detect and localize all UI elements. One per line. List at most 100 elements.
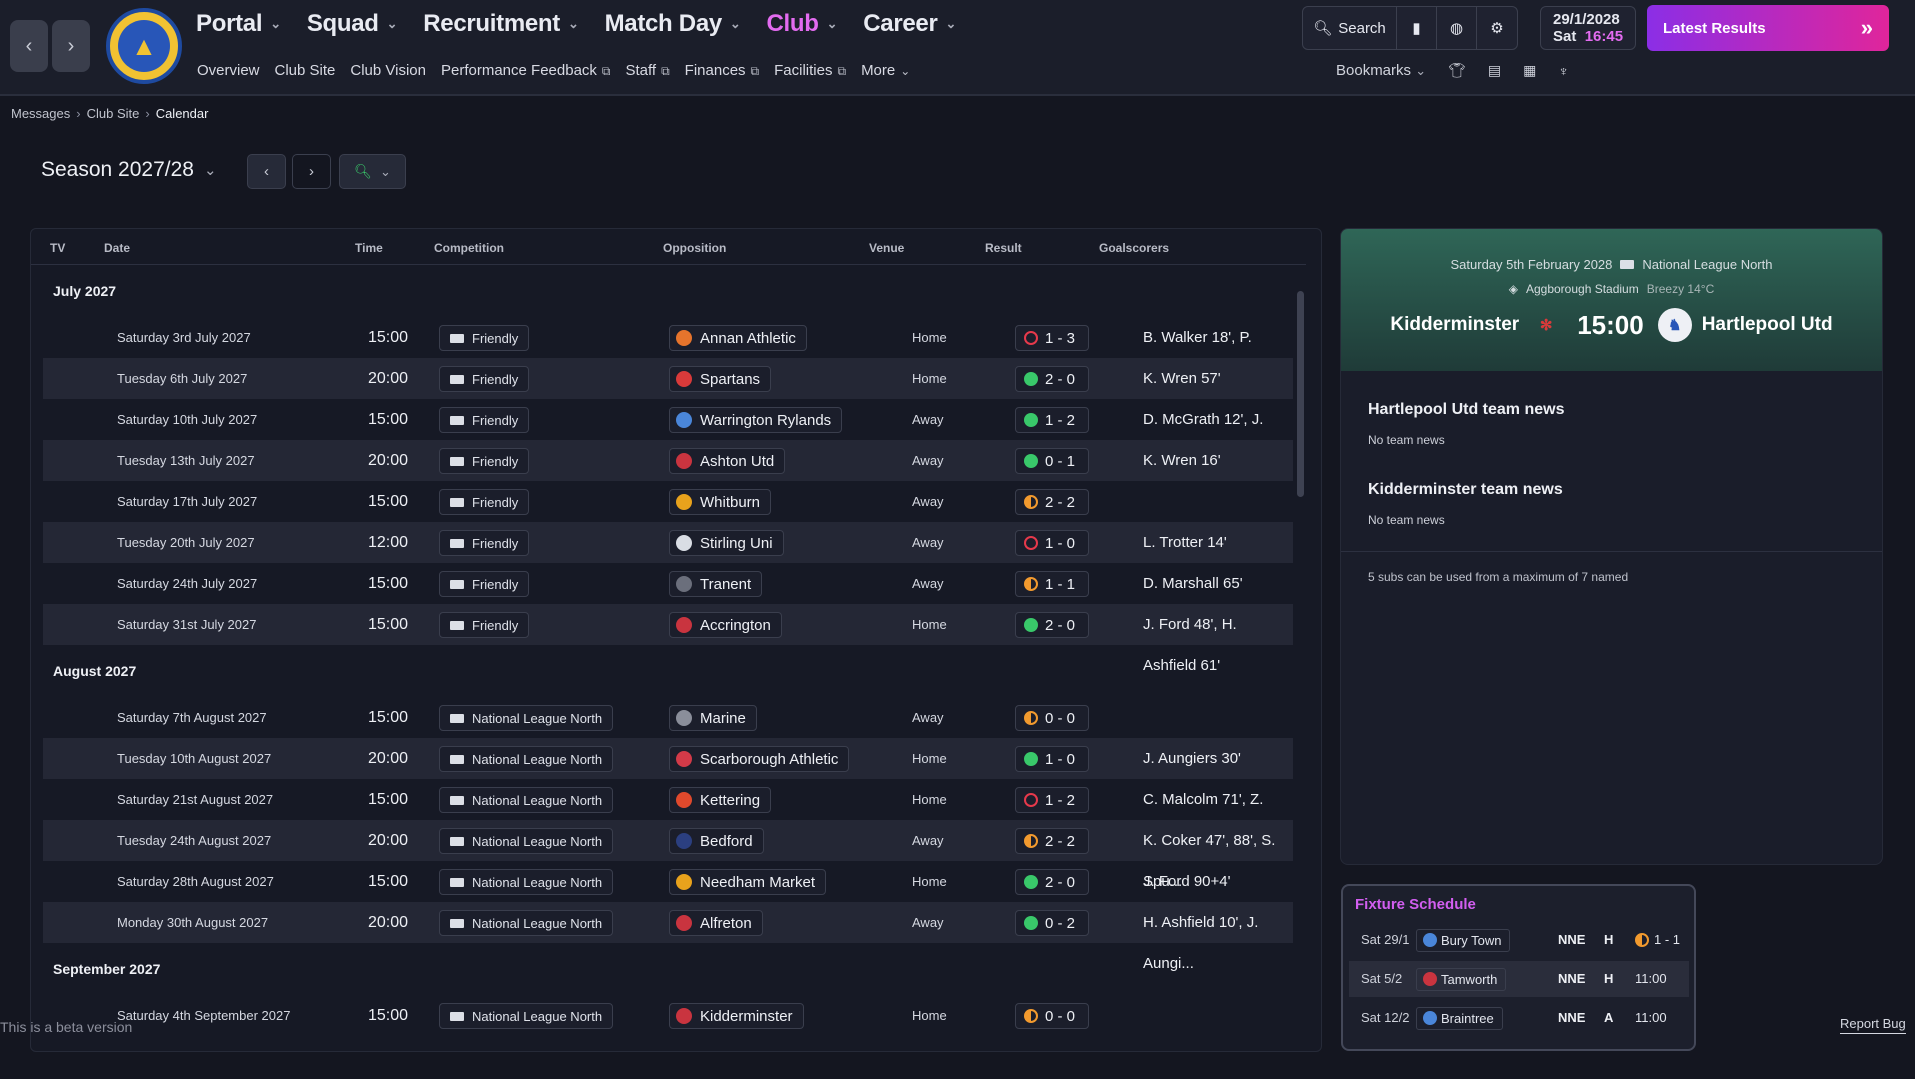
opposition-pill[interactable]: Tranent (669, 571, 763, 597)
table-row[interactable]: Tuesday 20th July 2027 12:00 Friendly Stirl… (43, 522, 1293, 563)
nav-career[interactable]: Career ⌄ (863, 10, 957, 37)
opposition-pill[interactable]: Spartans (669, 366, 772, 392)
season-selector[interactable]: Season 2027/28 ⌄ (41, 158, 217, 181)
result-pill[interactable]: 1 - 0 (1015, 530, 1089, 556)
breadcrumb-messages[interactable]: Messages (11, 106, 71, 121)
competition-pill[interactable]: Friendly (439, 571, 530, 597)
result-pill[interactable]: 1 - 2 (1015, 787, 1089, 813)
nav-club[interactable]: Club ⌄ (766, 10, 838, 37)
opposition-pill[interactable]: Bedford (669, 828, 764, 854)
result-pill[interactable]: 0 - 0 (1015, 1003, 1089, 1029)
opposition-pill[interactable]: Kettering (669, 787, 772, 813)
table-row[interactable]: Saturday 28th August 2027 15:00 National L… (43, 861, 1293, 902)
opposition-pill[interactable]: Warrington Rylands (669, 407, 843, 433)
nav-portal[interactable]: Portal ⌄ (196, 10, 281, 37)
table-row[interactable]: Tuesday 6th July 2027 20:00 Friendly Sparta… (43, 358, 1293, 399)
table-row[interactable]: Saturday 21st August 2027 15:00 National L… (43, 779, 1293, 849)
header-venue[interactable]: Venue (869, 241, 905, 255)
header-goalscorers[interactable]: Goalscorers (1099, 241, 1170, 255)
competition-pill[interactable]: National League North (439, 869, 614, 895)
header-opposition[interactable]: Opposition (663, 241, 727, 255)
club-crest[interactable]: ▲ (106, 8, 182, 84)
shirt-icon[interactable]: 👕︎ (1448, 62, 1466, 78)
fixture-team-pill[interactable]: Tamworth (1416, 968, 1507, 991)
settings-button[interactable]: ⚙ (1477, 7, 1517, 49)
result-pill[interactable]: 1 - 3 (1015, 325, 1089, 351)
opposition-pill[interactable]: Needham Market (669, 869, 827, 895)
subnav-facilities[interactable]: Facilities ⧉ (774, 62, 847, 79)
opposition-pill[interactable]: Ashton Utd (669, 448, 786, 474)
header-date[interactable]: Date (104, 241, 131, 255)
away-team[interactable]: Hartlepool Utd (1701, 314, 1833, 335)
table-row[interactable]: Tuesday 13th July 2027 20:00 Friendly Ashto… (43, 440, 1293, 481)
competition-pill[interactable]: Friendly (439, 366, 530, 392)
table-row[interactable]: Tuesday 24th August 2027 20:00 National Le… (43, 820, 1293, 890)
header-time[interactable]: Time (355, 241, 383, 255)
table-row[interactable]: Tuesday 10th August 2027 20:00 National Le… (43, 738, 1293, 779)
header-tv[interactable]: TV (50, 241, 66, 255)
competition-pill[interactable]: Friendly (439, 448, 530, 474)
table-row[interactable]: Saturday 31st July 2027 15:00 Friendly Accr… (43, 604, 1293, 674)
result-pill[interactable]: 2 - 0 (1015, 612, 1089, 638)
result-pill[interactable]: 0 - 1 (1015, 448, 1089, 474)
competition-pill[interactable]: National League North (439, 746, 614, 772)
nav-recruitment[interactable]: Recruitment ⌄ (423, 10, 579, 37)
competition-pill[interactable]: Friendly (439, 325, 530, 351)
bookmarks-dropdown[interactable]: Bookmarks ⌄ (1336, 62, 1427, 79)
nav-squad[interactable]: Squad ⌄ (306, 10, 398, 37)
forward-button[interactable]: › (52, 20, 90, 72)
calendar-icon[interactable]: ▦ (1523, 62, 1537, 78)
fixture-team-pill[interactable]: Bury Town (1416, 929, 1511, 952)
competition-pill[interactable]: National League North (439, 910, 614, 936)
report-icon[interactable]: ▤ (1487, 62, 1502, 78)
competition-pill[interactable]: Friendly (439, 530, 530, 556)
match-header[interactable]: Saturday 5th February 2028 National Leag… (1341, 229, 1882, 371)
subnav-club-vision[interactable]: Club Vision (350, 62, 426, 79)
next-season-button[interactable]: › (292, 154, 331, 189)
competition-pill[interactable]: Friendly (439, 489, 530, 515)
result-pill[interactable]: 0 - 2 (1015, 910, 1089, 936)
fixture-schedule-title[interactable]: Fixture Schedule (1355, 896, 1476, 913)
competition-pill[interactable]: National League North (439, 787, 614, 813)
filter-button[interactable]: 🔍︎ ⌄ (339, 154, 406, 189)
header-result[interactable]: Result (985, 241, 1022, 255)
result-pill[interactable]: 2 - 0 (1015, 366, 1089, 392)
help-button[interactable]: ◍ (1437, 7, 1477, 49)
fixture-team-pill[interactable]: Braintree (1416, 1007, 1503, 1030)
competition-pill[interactable]: National League North (439, 1003, 614, 1029)
subnav-performance-feedback[interactable]: Performance Feedback ⧉ (441, 62, 611, 79)
fixture-row[interactable]: Sat 29/1 Bury Town NNE H 1 - 1 (1349, 922, 1689, 958)
opposition-pill[interactable]: Accrington (669, 612, 782, 638)
opposition-pill[interactable]: Scarborough Athletic (669, 746, 850, 772)
search-button[interactable]: 🔍︎ Search (1303, 7, 1397, 49)
table-scrollbar[interactable] (1297, 291, 1304, 497)
opposition-pill[interactable]: Marine (669, 705, 757, 731)
opposition-pill[interactable]: Kidderminster (669, 1003, 804, 1029)
bookmark-button[interactable]: ▮ (1397, 7, 1437, 49)
fixture-row[interactable]: Sat 12/2 Braintree NNE A 11:00 (1349, 1000, 1689, 1036)
table-row[interactable]: Saturday 10th July 2027 15:00 Friendly Warr… (43, 399, 1293, 469)
table-row[interactable]: Saturday 7th August 2027 15:00 National Le… (43, 697, 1293, 738)
result-pill[interactable]: 2 - 2 (1015, 828, 1089, 854)
previous-season-button[interactable]: ‹ (247, 154, 286, 189)
table-row[interactable]: Saturday 4th September 2027 15:00 National… (43, 995, 1293, 1036)
table-row[interactable]: Saturday 3rd July 2027 15:00 Friendly Annan… (43, 317, 1293, 387)
opposition-pill[interactable]: Annan Athletic (669, 325, 807, 351)
report-bug-link[interactable]: Report Bug (1840, 1016, 1906, 1034)
breadcrumb-club-site[interactable]: Club Site (86, 106, 140, 121)
subnav-overview[interactable]: Overview (197, 62, 260, 79)
result-pill[interactable]: 0 - 0 (1015, 705, 1089, 731)
opposition-pill[interactable]: Whitburn (669, 489, 772, 515)
result-pill[interactable]: 2 - 2 (1015, 489, 1089, 515)
home-team[interactable]: Kidderminster (1390, 314, 1520, 335)
subnav-staff[interactable]: Staff ⧉ (625, 62, 670, 79)
trophy-icon[interactable]: ♆ (1558, 62, 1569, 79)
competition-pill[interactable]: Friendly (439, 407, 530, 433)
subnav-finances[interactable]: Finances ⧉ (684, 62, 760, 79)
latest-results-button[interactable]: Latest Results » (1647, 5, 1889, 51)
back-button[interactable]: ‹ (10, 20, 48, 72)
competition-pill[interactable]: National League North (439, 705, 614, 731)
opposition-pill[interactable]: Stirling Uni (669, 530, 784, 556)
opposition-pill[interactable]: Alfreton (669, 910, 763, 936)
subnav-club-site[interactable]: Club Site (274, 62, 336, 79)
